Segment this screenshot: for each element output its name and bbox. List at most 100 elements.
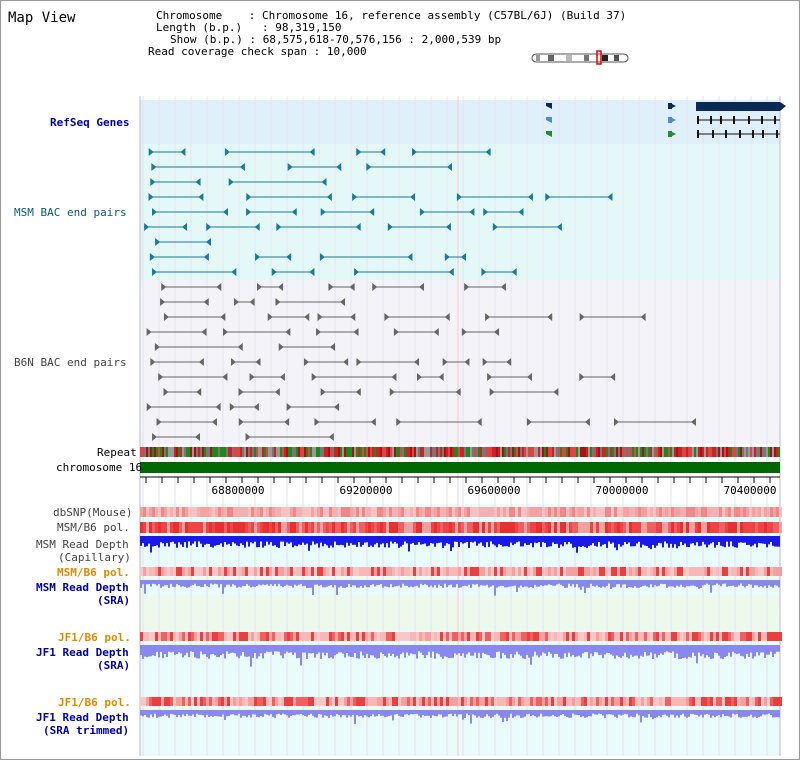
jf1-b6-pol-cell	[254, 632, 257, 641]
jf1-depth-sra-bar	[338, 645, 340, 653]
msm-depth-sra-bar	[744, 580, 746, 588]
jf1-b6-pol-cell	[389, 632, 392, 641]
msm-b6-pol2-cell	[653, 567, 656, 576]
repeat-segment	[744, 447, 746, 457]
msm-depth-cap-bar	[768, 536, 770, 545]
jf1-depth-trim-bar	[608, 710, 610, 715]
repeat-segment	[328, 447, 330, 457]
jf1-depth-sra-bar	[334, 645, 336, 656]
jf1-b6-pol-cell	[353, 632, 356, 641]
jf1-depth-trim-bar	[248, 710, 250, 716]
msm-b6-pol-cell	[695, 522, 698, 533]
jf1-depth-sra-bar	[460, 645, 462, 657]
msm-depth-sra-bar	[300, 580, 302, 584]
msm-b6-pol2-cell	[731, 567, 734, 576]
jf1-depth-sra-bar	[198, 645, 200, 659]
jf1-depth-sra-bar	[458, 645, 460, 654]
refseq-gene-mark	[668, 117, 672, 123]
bac-end-marker	[556, 223, 562, 231]
jf1-depth-sra-bar	[522, 645, 524, 659]
jf1-b6-pol-cell	[701, 632, 704, 641]
msm-b6-pol2-cell	[203, 567, 206, 576]
bac-end-marker	[224, 148, 230, 156]
repeat-segment	[182, 447, 184, 457]
jf1-depth-trim-bar	[632, 710, 634, 717]
track-label-msm-b6-pol-2[interactable]: MSM/B6 pol.	[57, 566, 130, 579]
msm-b6-pol2-cell	[587, 567, 590, 576]
msm-b6-pol2-cell	[278, 567, 281, 576]
dbsnp-cell	[590, 507, 593, 517]
msm-depth-cap-bar	[508, 536, 510, 547]
jf1-b6-pol-cell	[242, 632, 245, 641]
jf1-depth-trim-bar	[272, 710, 274, 717]
msm-b6-pol-cell	[596, 522, 599, 533]
jf1-b6-pol2-cell	[338, 697, 341, 706]
jf1-b6-pol2-cell	[464, 697, 467, 706]
repeat-segment	[486, 447, 488, 457]
msm-b6-pol2-cell	[725, 567, 728, 576]
track-label-jf1-depth-trim[interactable]: JF1 Read Depth	[36, 711, 129, 724]
msm-depth-sra-bar	[662, 580, 664, 585]
jf1-b6-pol-cell	[452, 632, 455, 641]
msm-b6-pol2-cell	[620, 567, 623, 576]
track-label-msm-depth-cap[interactable]: MSM Read Depth	[36, 538, 129, 551]
msm-b6-pol2-cell	[542, 567, 545, 576]
msm-depth-cap-bar	[156, 536, 158, 546]
msm-depth-sra-bar	[732, 580, 734, 586]
jf1-depth-sra-bar	[486, 645, 488, 655]
track-label-chromosome: chromosome 16	[56, 461, 143, 474]
msm-depth-cap-bar	[442, 536, 444, 548]
track-label-msm-depth-sra[interactable]: MSM Read Depth	[36, 581, 129, 594]
msm-b6-pol2-cell	[440, 567, 443, 576]
jf1-depth-trim-bar	[724, 710, 726, 716]
msm-b6-pol2-cell	[692, 567, 695, 576]
msm-depth-sra-bar	[748, 580, 750, 585]
msm-depth-cap-bar	[202, 536, 204, 548]
track-label-refseq[interactable]: RefSeq Genes	[50, 116, 130, 129]
jf1-b6-pol2-cell	[602, 697, 605, 706]
track-label-jf1-b6-pol[interactable]: JF1/B6 pol.	[58, 631, 131, 644]
msm-depth-sra-bar	[348, 580, 350, 585]
track-label-repeat[interactable]: Repeat	[97, 446, 137, 459]
jf1-b6-pol-cell	[521, 632, 524, 641]
msm-depth-sra-bar	[704, 580, 706, 585]
repeat-segment	[230, 447, 232, 457]
repeat-segment	[686, 447, 688, 457]
bac-end-marker	[500, 283, 506, 291]
msm-depth-sra-bar	[500, 580, 502, 586]
jf1-depth-trim-bar	[160, 710, 162, 717]
msm-b6-pol2-cell	[671, 567, 674, 576]
msm-depth-cap-bar	[208, 536, 210, 544]
jf1-depth-sra-bar	[776, 645, 778, 652]
jf1-depth-sra-bar	[352, 645, 354, 657]
jf1-b6-pol-cell	[323, 632, 326, 641]
track-label-b6n-bac[interactable]: B6N BAC end pairs	[14, 356, 127, 369]
jf1-depth-trim-bar	[404, 710, 406, 715]
jf1-depth-trim-bar	[748, 710, 750, 717]
msm-b6-pol-cell	[662, 522, 665, 533]
msm-depth-cap-bar	[668, 536, 670, 548]
jf1-b6-pol-cell	[566, 632, 569, 641]
repeat-segment	[448, 447, 450, 457]
jf1-depth-trim-bar	[226, 710, 228, 717]
dbsnp-cell	[470, 507, 473, 517]
msm-b6-pol-cell	[779, 522, 782, 533]
msm-depth-sra-bar	[376, 580, 378, 586]
jf1-b6-pol-cell	[266, 632, 269, 641]
track-label-msm-b6-pol[interactable]: MSM/B6 pol.	[57, 521, 130, 534]
msm-b6-pol2-cell	[215, 567, 218, 576]
msm-depth-sra-bar	[692, 580, 694, 586]
track-label-msm-bac[interactable]: MSM BAC end pairs	[14, 206, 127, 219]
msm-depth-sra-bar	[776, 580, 778, 586]
bac-end-marker	[211, 418, 217, 426]
msm-b6-pol-cell	[461, 522, 464, 533]
dbsnp-cell	[416, 507, 419, 517]
track-label-jf1-depth-sra[interactable]: JF1 Read Depth	[36, 646, 129, 659]
jf1-depth-sra-bar	[756, 645, 758, 653]
track-label-dbsnp[interactable]: dbSNP(Mouse)	[53, 506, 133, 519]
repeat-segment	[730, 447, 732, 457]
track-label-jf1-b6-pol-2[interactable]: JF1/B6 pol.	[58, 696, 131, 709]
msm-b6-pol2-cell	[623, 567, 626, 576]
jf1-b6-pol-cell	[281, 632, 284, 641]
jf1-depth-sra-bar	[182, 645, 184, 658]
